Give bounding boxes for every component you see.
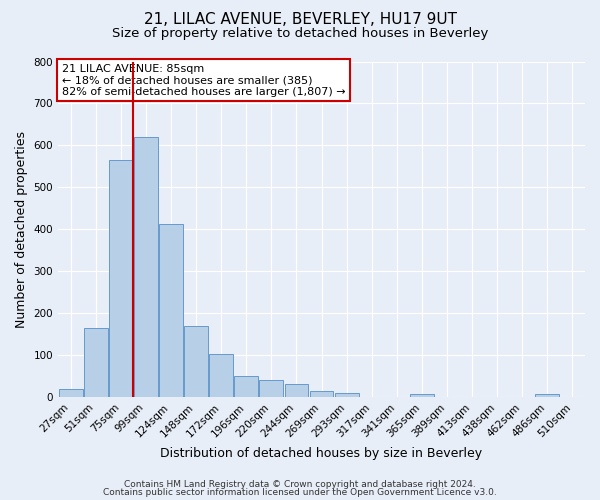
Bar [235,376,258,397]
Bar [84,328,107,397]
Bar [310,391,334,397]
Text: Contains HM Land Registry data © Crown copyright and database right 2024.: Contains HM Land Registry data © Crown c… [124,480,476,489]
Bar [134,137,158,397]
Bar [259,380,283,397]
Bar [184,326,208,397]
Bar [535,394,559,397]
X-axis label: Distribution of detached houses by size in Beverley: Distribution of detached houses by size … [160,447,482,460]
Bar [209,354,233,397]
Text: 21, LILAC AVENUE, BEVERLEY, HU17 9UT: 21, LILAC AVENUE, BEVERLEY, HU17 9UT [143,12,457,28]
Bar [109,160,133,397]
Bar [410,394,434,397]
Bar [59,388,83,397]
Text: Size of property relative to detached houses in Beverley: Size of property relative to detached ho… [112,28,488,40]
Bar [335,393,359,397]
Text: Contains public sector information licensed under the Open Government Licence v3: Contains public sector information licen… [103,488,497,497]
Text: 21 LILAC AVENUE: 85sqm
← 18% of detached houses are smaller (385)
82% of semi-de: 21 LILAC AVENUE: 85sqm ← 18% of detached… [62,64,346,97]
Bar [159,224,183,397]
Y-axis label: Number of detached properties: Number of detached properties [15,130,28,328]
Bar [284,384,308,397]
